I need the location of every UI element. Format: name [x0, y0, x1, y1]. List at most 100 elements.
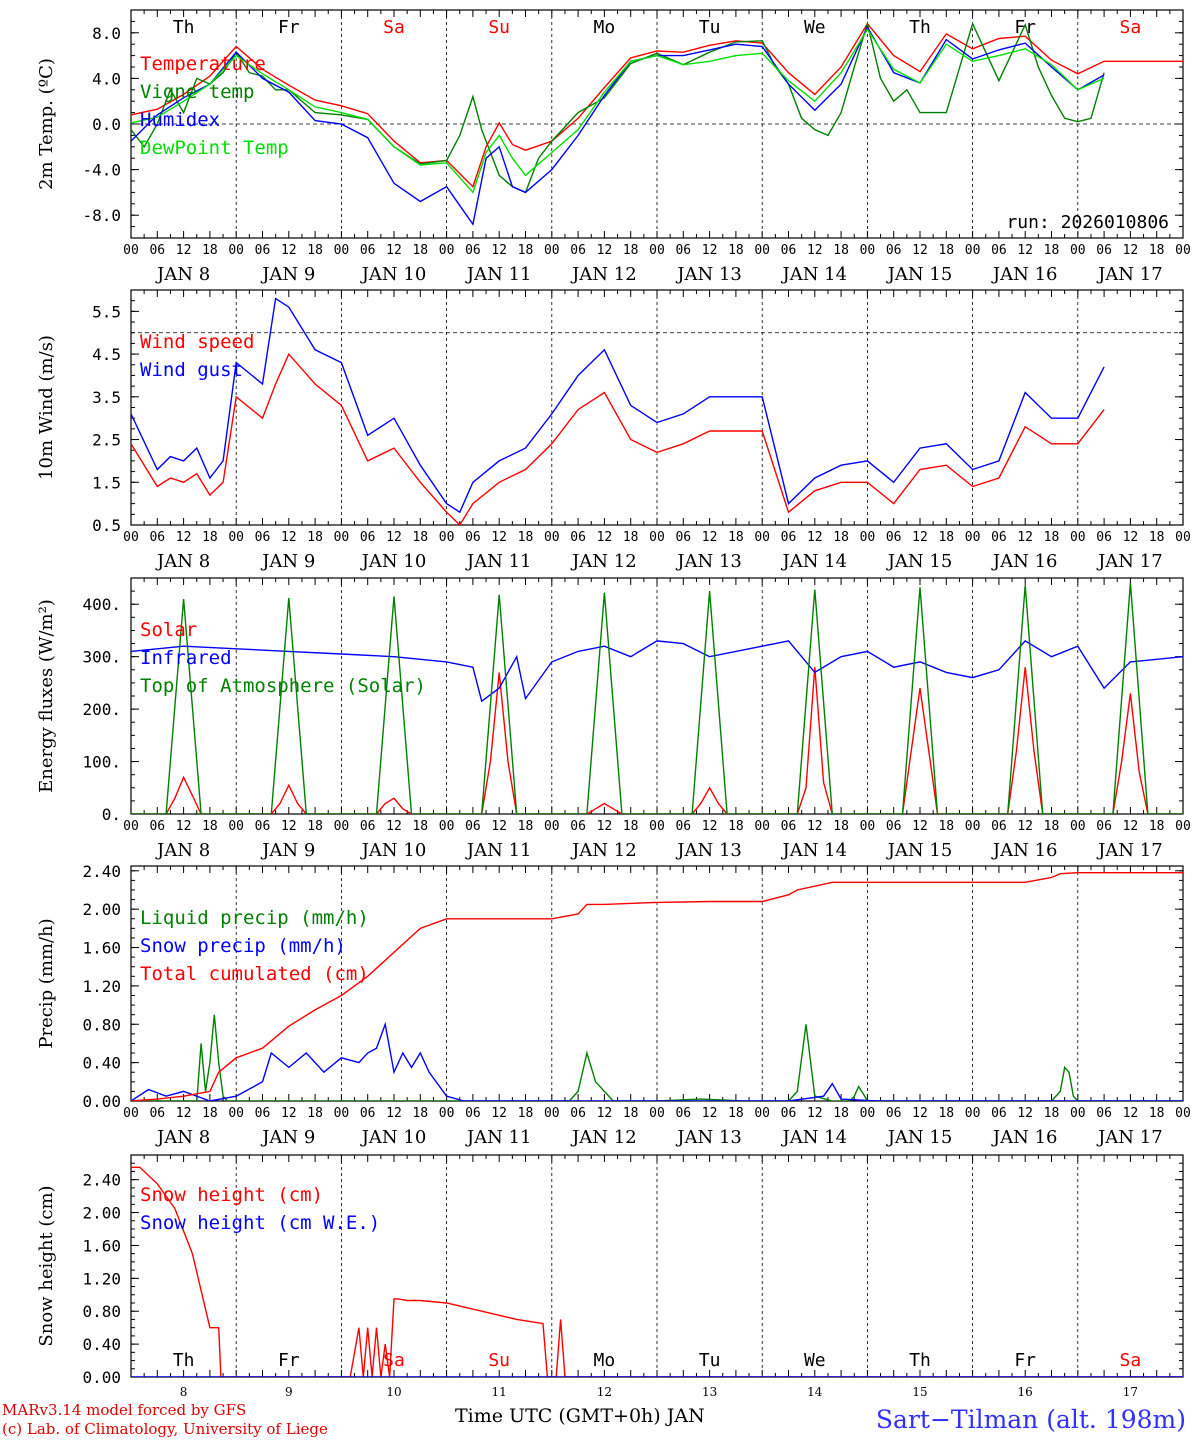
hour-label: 00 [228, 1106, 244, 1121]
y-tick-label: 2.40 [82, 1171, 121, 1190]
hour-label: 00 [1175, 1106, 1191, 1121]
hour-label: 00 [754, 530, 770, 545]
date-label: JAN 11 [465, 840, 532, 861]
hour-label: 00 [439, 530, 455, 545]
series-liquid-precip-mm-h- [131, 1014, 1183, 1101]
hour-label: 00 [649, 1106, 665, 1121]
date-label: JAN 12 [570, 551, 637, 572]
legend-entry: Wind gust [140, 359, 243, 381]
y-tick-label: 0. [102, 805, 121, 824]
hour-label: 00 [1175, 819, 1191, 834]
y-tick-label: 300. [82, 648, 121, 667]
hour-label: 18 [938, 243, 954, 258]
hour-label: 18 [307, 243, 323, 258]
weekday-label: Su [488, 1350, 510, 1371]
date-label: JAN 15 [886, 551, 953, 572]
date-label: JAN 10 [360, 264, 427, 285]
panel-2: 5.5 4.5 3.5 2.5 1.5 0.5 10m Wind (m/s) Wind spe… [36, 289, 1191, 572]
hour-label: 00 [860, 243, 876, 258]
y-axis-label: Snow height (cm) [36, 1185, 57, 1346]
hour-label: 12 [281, 819, 297, 834]
hour-label: 06 [886, 1106, 902, 1121]
hour-label: 00 [439, 1106, 455, 1121]
day-number: 8 [180, 1385, 188, 1399]
weekday-label: Su [488, 17, 510, 38]
weekday-label: Fr [1014, 1350, 1036, 1371]
date-label: JAN 17 [1096, 551, 1163, 572]
date-label: JAN 12 [570, 840, 637, 861]
hour-label: 12 [912, 819, 928, 834]
day-number: 17 [1123, 1385, 1138, 1399]
date-label: JAN 15 [886, 264, 953, 285]
date-label: JAN 13 [675, 551, 742, 572]
hour-label: 06 [886, 819, 902, 834]
date-label: JAN 9 [260, 1127, 315, 1148]
weekday-label: Th [173, 1350, 195, 1371]
day-number: 13 [702, 1385, 717, 1399]
date-label: JAN 14 [781, 1127, 848, 1148]
hour-label: 12 [386, 243, 402, 258]
date-label: JAN 17 [1096, 840, 1163, 861]
hour-label: 06 [675, 530, 691, 545]
date-label: JAN 16 [991, 840, 1058, 861]
hour-label: 00 [1070, 819, 1086, 834]
hour-label: 18 [623, 530, 639, 545]
hour-label: 18 [412, 530, 428, 545]
hour-label: 18 [833, 1106, 849, 1121]
series-top-of-atmosphere-solar- [131, 583, 1183, 814]
hour-label: 12 [176, 243, 192, 258]
hour-label: 06 [149, 243, 165, 258]
hour-label: 00 [439, 243, 455, 258]
date-label: JAN 11 [465, 264, 532, 285]
hour-label: 18 [938, 1106, 954, 1121]
hour-label: 00 [860, 1106, 876, 1121]
hour-label: 06 [149, 1106, 165, 1121]
location-label: Sart−Tilman (alt. 198m) [875, 1405, 1186, 1434]
hour-label: 00 [544, 819, 560, 834]
hour-label: 06 [675, 243, 691, 258]
hour-label: 18 [1044, 530, 1060, 545]
date-label: JAN 8 [155, 264, 210, 285]
hour-label: 06 [360, 1106, 376, 1121]
hour-label: 18 [307, 819, 323, 834]
day-number: 14 [807, 1385, 823, 1399]
legend-entry: Snow height (cm W.E.) [140, 1212, 380, 1234]
hour-label: 18 [518, 243, 534, 258]
day-number: 15 [912, 1385, 927, 1399]
hour-label: 00 [860, 530, 876, 545]
y-tick-label: 200. [82, 700, 121, 719]
weekday-label: Sa [383, 1350, 405, 1371]
hour-label: 00 [439, 819, 455, 834]
hour-label: 06 [360, 819, 376, 834]
series-group [131, 21, 1183, 227]
hour-label: 12 [807, 243, 823, 258]
hour-label: 12 [1123, 243, 1139, 258]
hour-label: 18 [623, 819, 639, 834]
y-tick-label: 2.40 [82, 862, 121, 881]
day-number: 12 [597, 1385, 612, 1399]
date-label: JAN 12 [570, 1127, 637, 1148]
weekday-label: Mo [594, 17, 616, 38]
hour-label: 00 [1175, 243, 1191, 258]
y-axis-label: 10m Wind (m/s) [36, 335, 57, 480]
day-number: 10 [386, 1385, 401, 1399]
hour-label: 12 [702, 243, 718, 258]
hour-label: 18 [518, 1106, 534, 1121]
date-label: JAN 10 [360, 840, 427, 861]
hour-label: 12 [491, 819, 507, 834]
hour-label: 12 [807, 819, 823, 834]
y-tick-label: 0.40 [82, 1054, 121, 1073]
panel-4: 2.40 2.00 1.60 1.20 0.80 0.40 0.00 Precip (mm/h… [36, 862, 1191, 1148]
date-label: JAN 13 [675, 840, 742, 861]
series-snow-height-cm- [131, 1166, 1183, 1377]
date-label: JAN 14 [781, 264, 848, 285]
y-tick-label: 3.5 [92, 388, 121, 407]
hour-label: 06 [991, 243, 1007, 258]
hour-label: 06 [1096, 530, 1112, 545]
series-group [131, 872, 1183, 1101]
hour-label: 00 [965, 243, 981, 258]
date-label: JAN 15 [886, 840, 953, 861]
day-number: 16 [1018, 1385, 1033, 1399]
hour-label: 00 [965, 819, 981, 834]
